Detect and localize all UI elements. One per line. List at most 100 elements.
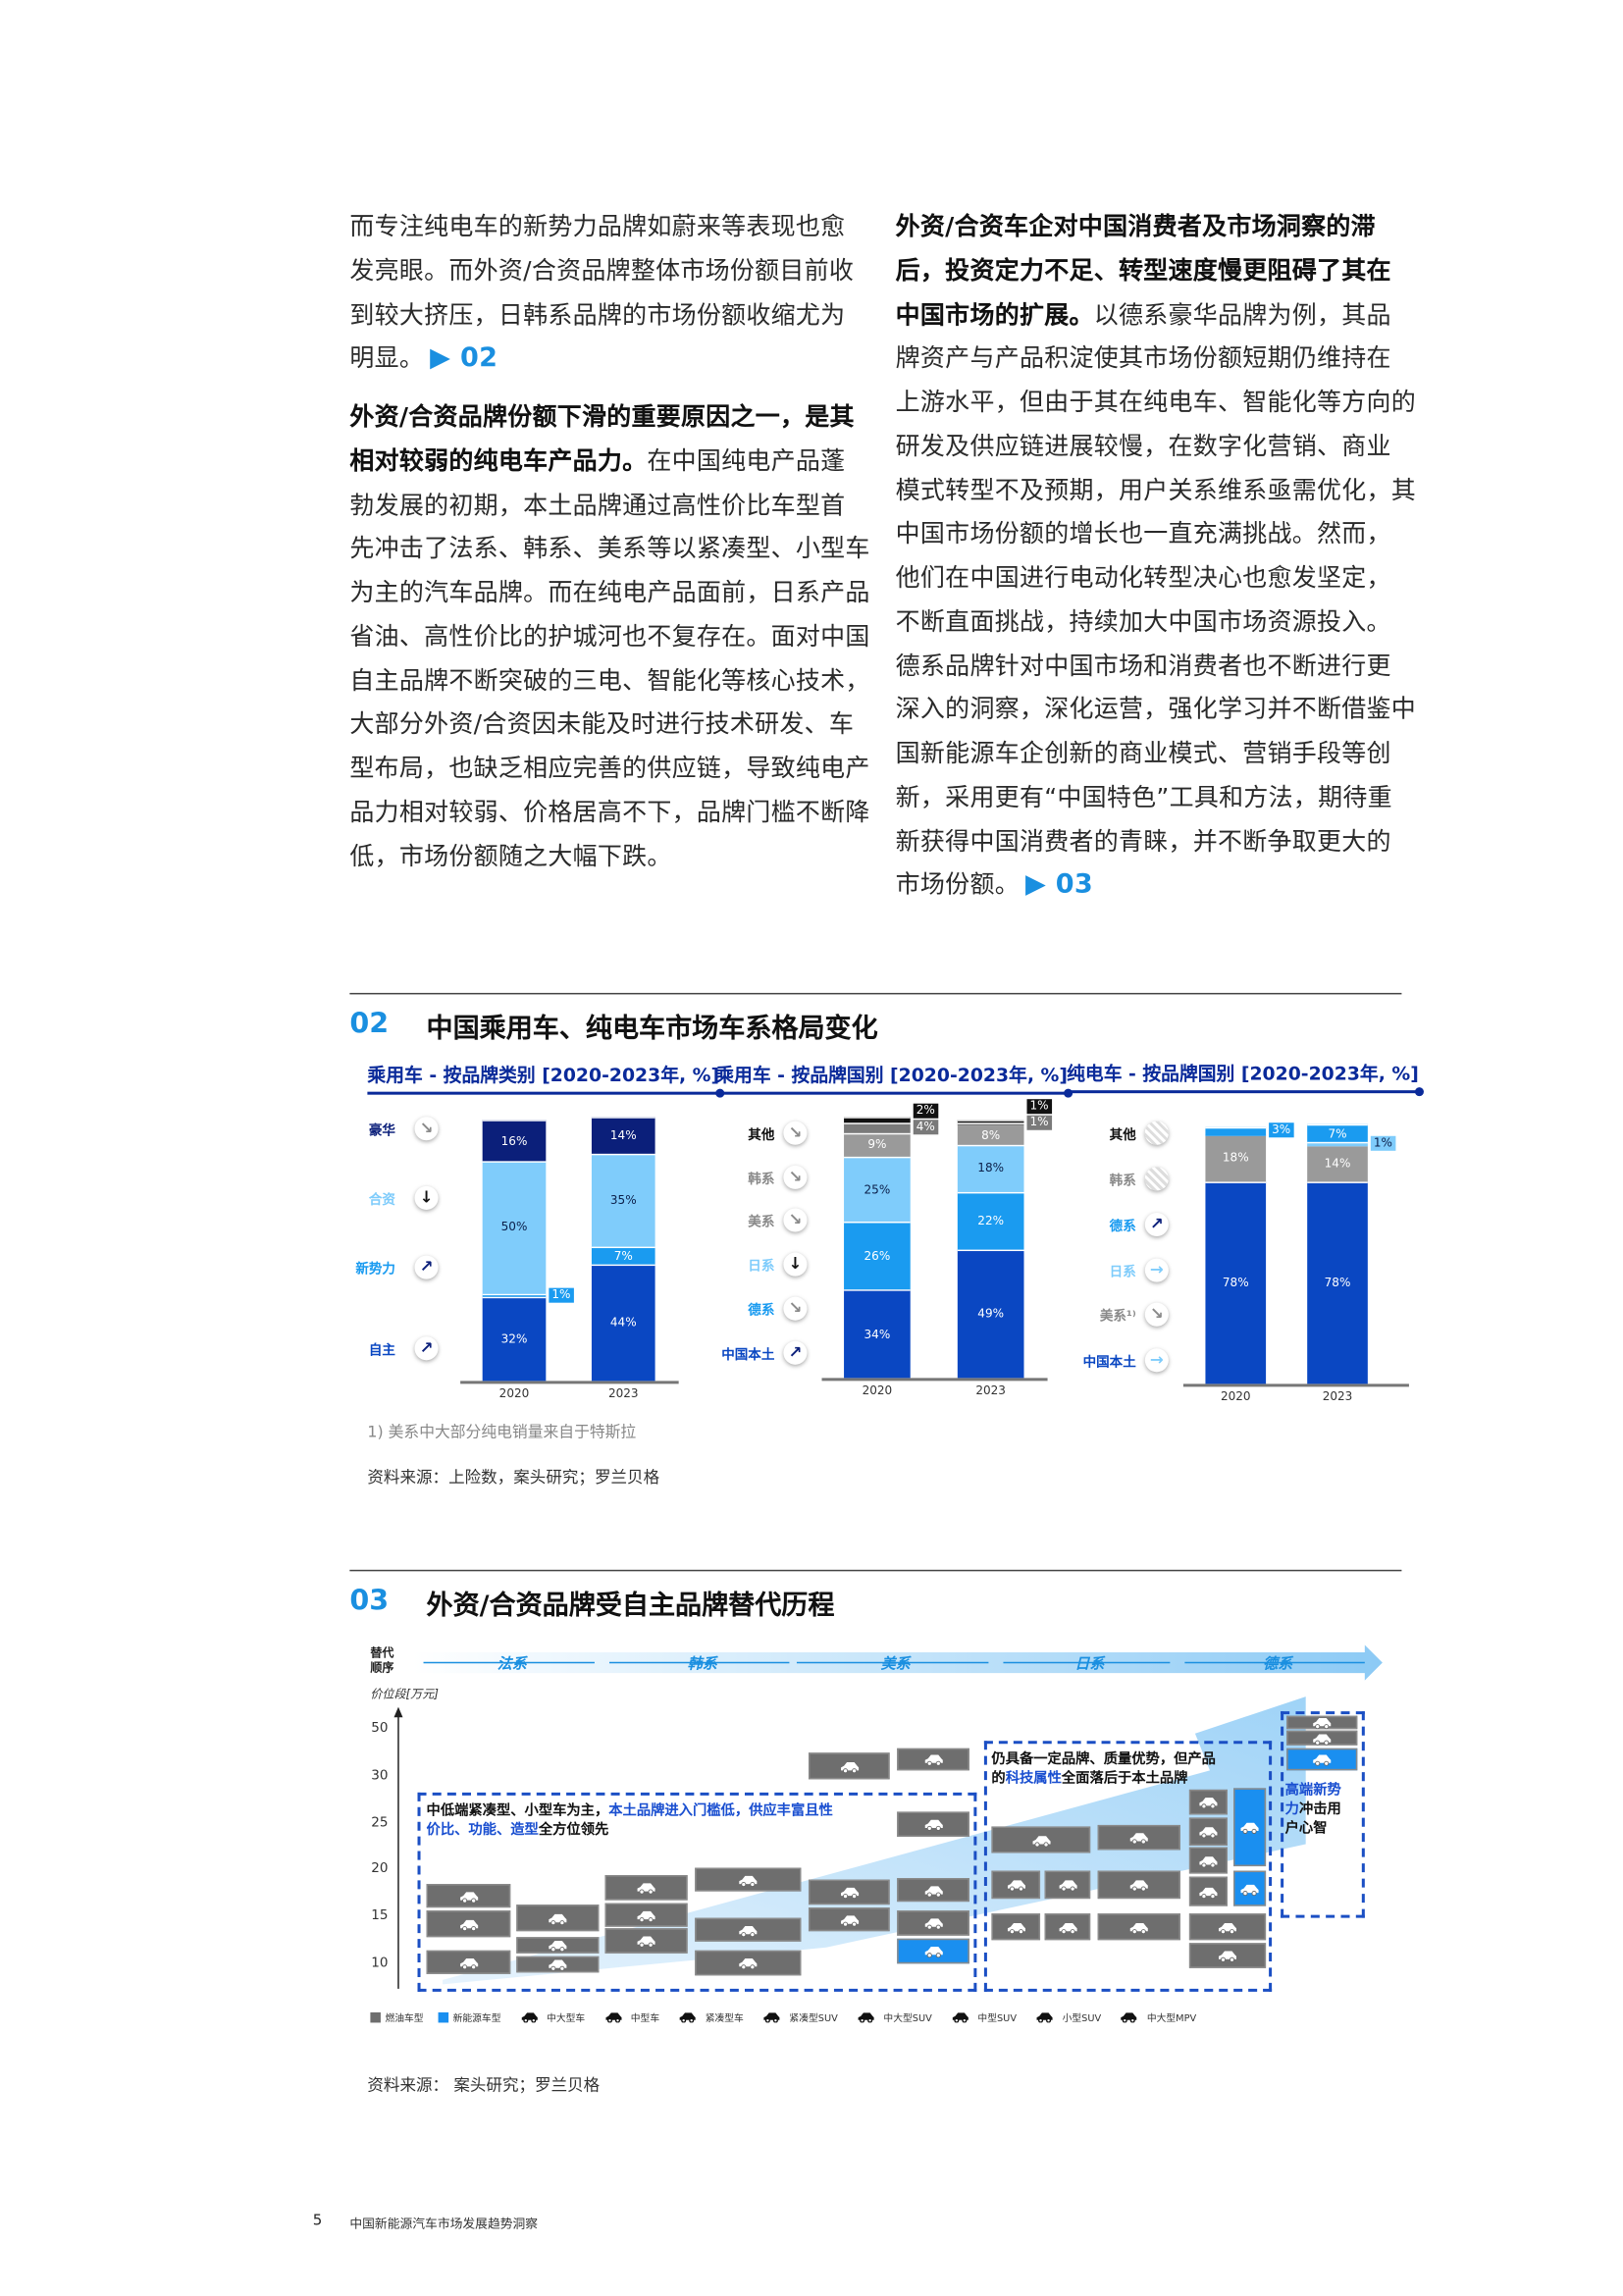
trend-down-right-icon: ↘ — [783, 1208, 808, 1232]
data-label: 9% — [867, 1136, 887, 1151]
body-text: 以德系豪华品牌为例，其品 — [1093, 299, 1391, 329]
body-text: 新，采用更有“中国特色”工具和方法，期待重 — [895, 783, 1392, 811]
text-line: 中国市场的扩展。以德系豪华品牌为例，其品 — [896, 294, 1391, 330]
body-text: 深入的洞察，深化运营，强化学习并不断借鉴中 — [895, 695, 1416, 724]
trend-down-icon: ↓ — [783, 1252, 808, 1277]
car-icon — [636, 1934, 656, 1948]
legend-label: 美系 — [748, 1215, 775, 1231]
ice-car-model-box — [426, 1950, 511, 1974]
data-label: 18% — [977, 1162, 1005, 1175]
body-text: 不断直面挑战，持续加大中国市场资源投入。 — [895, 607, 1391, 636]
trend-right-icon: → — [1144, 1258, 1169, 1282]
sequence-label-2: 美系 — [880, 1656, 911, 1674]
body-text: 为主的汽车品牌。而在纯电产品面前，日系产品 — [349, 578, 870, 606]
text-line: 国新能源车企创新的商业模式、营销手段等创 — [896, 733, 1391, 768]
car-icon — [1128, 1831, 1149, 1845]
data-label: 18% — [1222, 1150, 1249, 1165]
text-line: 而专注纯电车的新势力品牌如蔚来等表现也愈 — [349, 207, 845, 242]
car-icon — [458, 1889, 479, 1903]
data-label: 34% — [864, 1327, 891, 1341]
ice-car-model-box — [695, 1950, 802, 1976]
text-line: 模式转型不及预期，用户关系维系亟需优化，其 — [896, 470, 1416, 505]
legend-label: 其他 — [1109, 1128, 1136, 1144]
body-text: 发亮眼。而外资/合资品牌整体市场份额目前收 — [349, 256, 855, 285]
figure-reference-link[interactable]: ▶ 02 — [430, 342, 498, 374]
car-icon — [738, 1957, 759, 1970]
car-type-icon — [759, 2010, 785, 2023]
ice-car-model-box — [1188, 1913, 1267, 1941]
text-line: 中国市场份额的增长也一直充满挑战。然而， — [896, 514, 1391, 549]
annotation-mid: 仍具备一定品牌、质量优势，但产品 的科技属性全面落后于本土品牌 — [991, 1749, 1216, 1788]
bar-segment-日系: 18% — [957, 1145, 1024, 1193]
body-text: 国新能源车企创新的商业模式、营销手段等创 — [895, 739, 1391, 767]
trend-down-right-icon: ↘ — [783, 1165, 808, 1189]
text-line: 明显。 ▶ 02 — [349, 339, 497, 374]
bar-segment-中国本土: 78% — [1205, 1180, 1267, 1384]
data-label: 3% — [1269, 1122, 1294, 1138]
legend-label: 日系 — [748, 1260, 775, 1276]
ice-car-model-box — [1097, 1870, 1180, 1900]
annotation-low-end: 中低端紧凑型、小型车为主，本土品牌进入门槛低，供应丰富且性 价比、功能、造型全方位… — [426, 1800, 833, 1840]
bold-text: 中国市场的扩展。 — [895, 299, 1094, 329]
legend-label: 中型SUV — [977, 2011, 1018, 2024]
car-type-icon — [600, 2010, 626, 2023]
car-icon — [1006, 1878, 1026, 1892]
legend-item: 小型SUV — [1031, 2009, 1101, 2024]
text-line: 相对较弱的纯电车产品力。在中国纯电产品蓬 — [349, 441, 845, 476]
sequence-label-0: 法系 — [497, 1656, 527, 1674]
legend-label: 其他 — [748, 1128, 775, 1144]
ice-car-model-box — [695, 1917, 802, 1942]
legend-label: 合资 — [368, 1193, 395, 1209]
car-icon — [458, 1917, 479, 1931]
data-label: 35% — [609, 1193, 637, 1208]
car-icon — [738, 1873, 759, 1887]
data-label: 7% — [1328, 1126, 1347, 1141]
car-icon — [1217, 1920, 1237, 1934]
nev-car-model-box — [1233, 1788, 1267, 1867]
annotation-highlight: 科技属性 — [1005, 1770, 1062, 1787]
legend-label: 美系¹⁾ — [1099, 1310, 1136, 1326]
data-label: 25% — [864, 1182, 891, 1196]
y-tick-label: 25 — [371, 1815, 389, 1831]
ice-car-model-box — [516, 1937, 600, 1954]
figure-reference-link[interactable]: ▶ 03 — [1024, 868, 1094, 901]
text-line: 不断直面挑战，持续加大中国市场资源投入。 — [896, 601, 1391, 637]
nev-car-model-box — [897, 1938, 969, 1964]
trend-down-right-icon: ↘ — [783, 1296, 808, 1321]
ice-car-model-box — [897, 1910, 969, 1936]
car-icon — [1312, 1731, 1333, 1746]
car-icon — [1030, 1833, 1051, 1847]
body-text: 德系品牌针对中国市场和消费者也不断进行更 — [895, 651, 1391, 680]
legend-label: 中大型SUV — [883, 2011, 932, 2024]
source-note: 资料来源： 案头研究；罗兰贝格 — [367, 2075, 601, 2096]
text-line: 他们在中国进行电动化转型决心也愈发坚定， — [896, 557, 1391, 593]
trend-up-right-icon: ↗ — [1144, 1212, 1169, 1237]
y-tick-label: 50 — [371, 1721, 389, 1737]
ice-car-model-box — [1188, 1817, 1228, 1847]
legend-label: 新势力 — [355, 1263, 395, 1278]
legend-label: 德系 — [1109, 1220, 1136, 1235]
trend-none-icon — [1144, 1121, 1169, 1145]
segment-box-low-end — [417, 1792, 977, 1992]
car-icon — [548, 1957, 568, 1971]
legend-item: 新能源车型 — [438, 2009, 500, 2024]
legend-label: 德系 — [748, 1304, 775, 1320]
fig03-legend: 燃油车型 新能源车型 中大型车 中型车 紧凑型车 紧凑型SUV 中大型SUV 中型SUV 小型S… — [370, 2009, 1211, 2024]
car-icon — [839, 1886, 860, 1900]
nev-car-model-box — [1286, 1748, 1358, 1771]
x-tick-label: 2020 — [498, 1386, 530, 1400]
ice-car-model-box — [426, 1910, 511, 1938]
body-text: 省油、高性价比的护城河也不复存在。面对中国 — [349, 622, 870, 651]
annotation-text: 全方位领先 — [538, 1821, 609, 1839]
sequence-label-3: 日系 — [1074, 1656, 1105, 1674]
y-tick-label: 15 — [371, 1908, 389, 1924]
car-icon — [458, 1956, 479, 1969]
text-line: 自主品牌不断突破的三电、智能化等核心技术， — [349, 660, 869, 696]
ice-car-model-box — [1188, 1943, 1267, 1968]
annotation-text: 全面落后于本土品牌 — [1061, 1770, 1188, 1787]
bar-segment-美系: 8% — [957, 1124, 1024, 1146]
car-icon — [1128, 1878, 1149, 1892]
annotation-text: 户心智 — [1284, 1820, 1328, 1837]
legend-item: 中型车 — [600, 2009, 659, 2024]
